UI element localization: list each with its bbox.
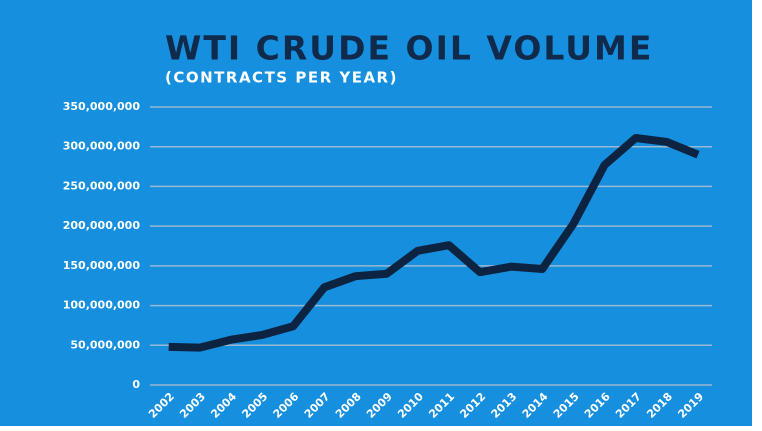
y-tick-label: 300,000,000 bbox=[63, 140, 141, 153]
y-tick-label: 100,000,000 bbox=[63, 299, 141, 312]
background bbox=[0, 0, 752, 426]
y-tick-label: 50,000,000 bbox=[70, 338, 140, 351]
data-line bbox=[168, 133, 700, 352]
y-tick-label: 150,000,000 bbox=[63, 259, 141, 272]
y-tick-label: 250,000,000 bbox=[63, 179, 141, 192]
chart-title: WTI CRUDE OIL VOLUME bbox=[165, 29, 653, 68]
chart-subtitle: (CONTRACTS PER YEAR) bbox=[165, 69, 398, 87]
y-tick-label: 0 bbox=[132, 378, 140, 391]
y-tick-label: 350,000,000 bbox=[63, 100, 141, 113]
y-tick-label: 200,000,000 bbox=[63, 219, 141, 232]
